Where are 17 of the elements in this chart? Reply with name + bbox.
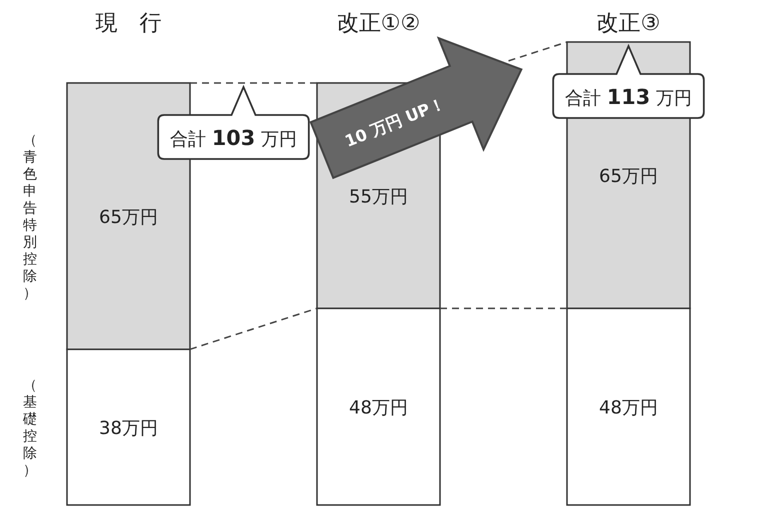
data-label: 38万円	[99, 418, 158, 440]
data-label: 65万円	[99, 207, 158, 228]
arrow: 10 万円 UP！	[309, 36, 523, 180]
x-tick-label: 現 行	[96, 11, 162, 36]
data-label: 48万円	[599, 398, 658, 419]
callout: 合計 103 万円	[157, 86, 310, 160]
data-label: 65万円	[599, 166, 658, 188]
annotation: 合計 113 万円	[565, 85, 692, 109]
text: （基礎控除）	[22, 378, 37, 479]
x-tick-label: 改正①②	[336, 11, 420, 36]
callout: 合計 113 万円	[552, 45, 705, 119]
data-label: 48万円	[349, 398, 408, 419]
data-label: 55万円	[349, 186, 408, 208]
x-tick-label: 改正③	[596, 11, 660, 36]
text: （青色申告特別控除）	[23, 132, 37, 302]
annotation: 合計 103 万円	[170, 126, 297, 150]
annotation: 10 万円 UP！	[342, 93, 448, 151]
